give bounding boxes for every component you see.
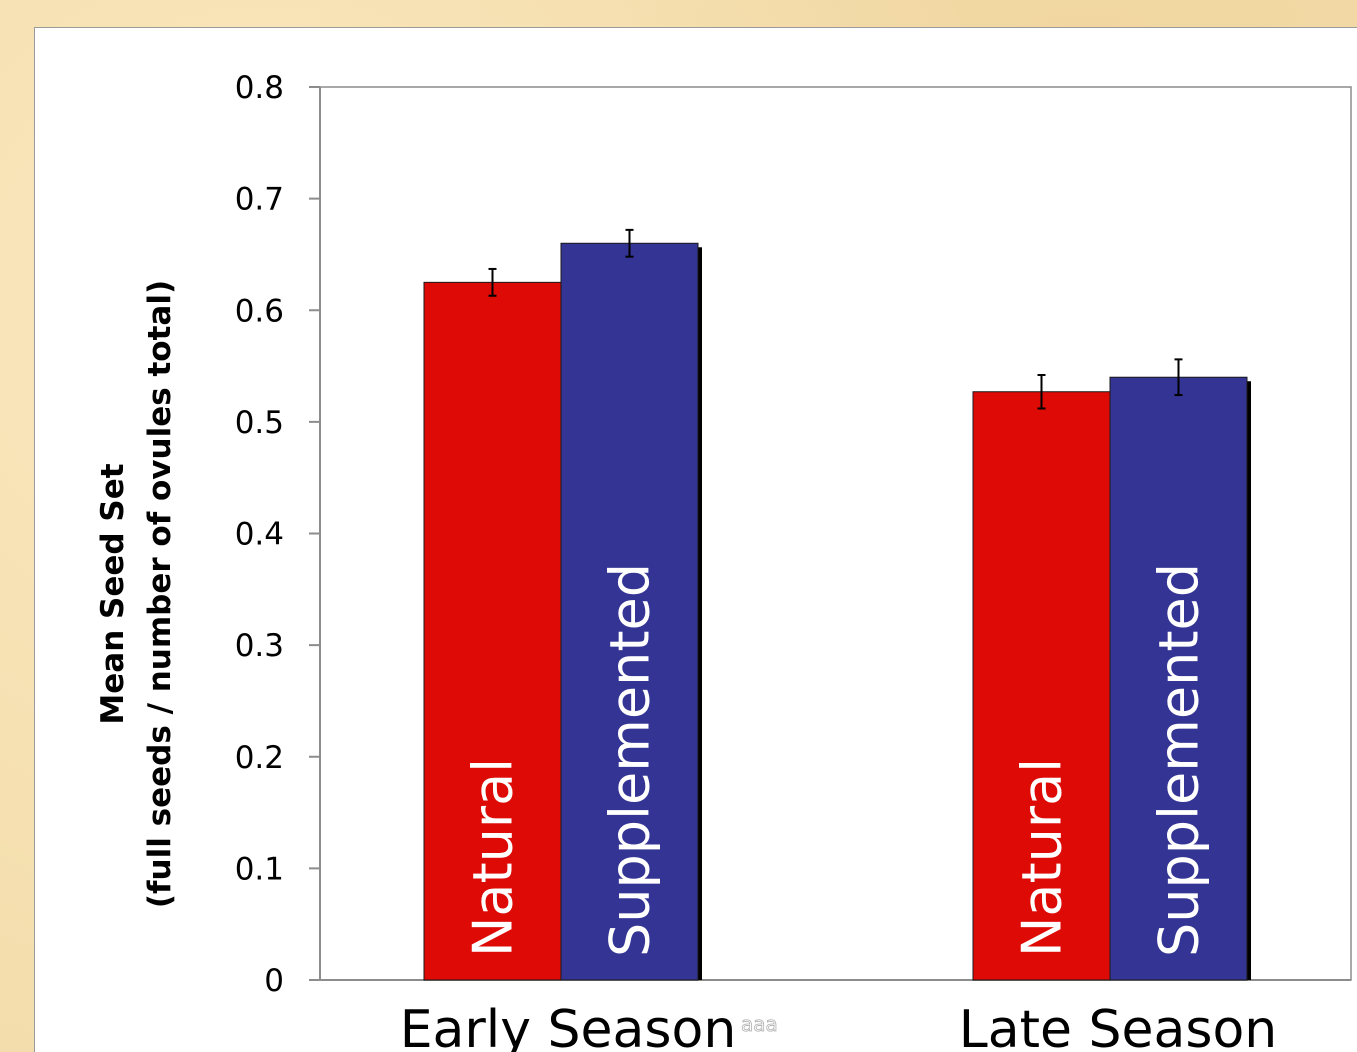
y-tick-label: 0.4 xyxy=(235,517,284,553)
y-axis-label: Mean Seed Set (full seeds / number of ov… xyxy=(95,280,178,908)
y-tick-label: 0.8 xyxy=(235,70,284,106)
bar xyxy=(560,242,699,981)
y-tick-label: 0.1 xyxy=(235,851,284,887)
y-tick-label: 0.7 xyxy=(235,182,284,218)
y-tick-label: 0.3 xyxy=(235,628,284,664)
bar-series-label: Supplemented xyxy=(1148,563,1211,957)
bars: Natural Supplemented Natural Supplemented xyxy=(423,228,1251,981)
x-category-note: aaa xyxy=(741,1012,778,1036)
y-axis-label-line1: Mean Seed Set xyxy=(95,463,131,724)
bar-series-label: Supplemented xyxy=(599,563,662,957)
y-tick-label: 0.6 xyxy=(235,293,284,329)
bar-series-label: Natural xyxy=(1011,758,1074,957)
x-category-label: Early Season xyxy=(400,1000,737,1052)
bar xyxy=(972,391,1111,981)
y-axis-label-line2: (full seeds / number of ovules total) xyxy=(142,280,178,908)
y-axis-ticks: 0 0.1 0.2 0.3 0.4 0.5 0.6 0.7 0.8 xyxy=(235,70,320,999)
bar xyxy=(1109,376,1248,981)
x-category-label: Late Season xyxy=(959,1000,1277,1052)
bar-series-label: Natural xyxy=(462,758,525,957)
y-tick-label: 0.5 xyxy=(235,405,284,441)
x-axis-labels: Early Season Late Season aaa xyxy=(400,1000,1278,1052)
y-tick-label: 0 xyxy=(264,963,284,999)
y-tick-label: 0.2 xyxy=(235,740,284,776)
